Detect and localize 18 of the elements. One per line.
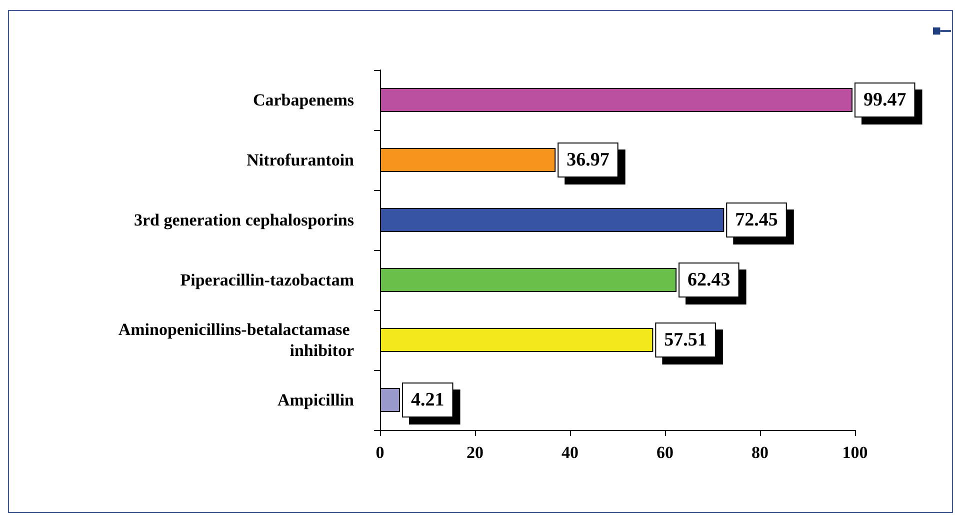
x-tick-label: 20 (466, 443, 484, 462)
data-label: 4.21 (410, 390, 444, 410)
y-tick-label: Nitrofurantoin (246, 150, 355, 170)
data-label: 62.43 (688, 270, 730, 290)
data-label: 99.47 (863, 90, 907, 110)
y-tick-label: Piperacillin-tazobactam (180, 270, 354, 290)
x-tick-label: 100 (842, 443, 868, 462)
x-tick-label: 80 (752, 443, 768, 462)
data-label: 57.51 (664, 330, 707, 350)
data-label: 36.97 (566, 150, 610, 170)
x-tick-label: 40 (562, 443, 578, 462)
data-label: 72.45 (735, 210, 778, 230)
x-tick-label: 0 (376, 443, 384, 462)
x-tick-label: 60 (656, 443, 674, 462)
y-tick-label: Carbapenems (252, 90, 354, 110)
y-tick-label: 3rd generation cephalosporins (134, 210, 354, 230)
y-tick-label: Aminopenicillins-betalactamase inhibitor (118, 320, 354, 360)
y-tick-label: Ampicillin (277, 390, 355, 410)
